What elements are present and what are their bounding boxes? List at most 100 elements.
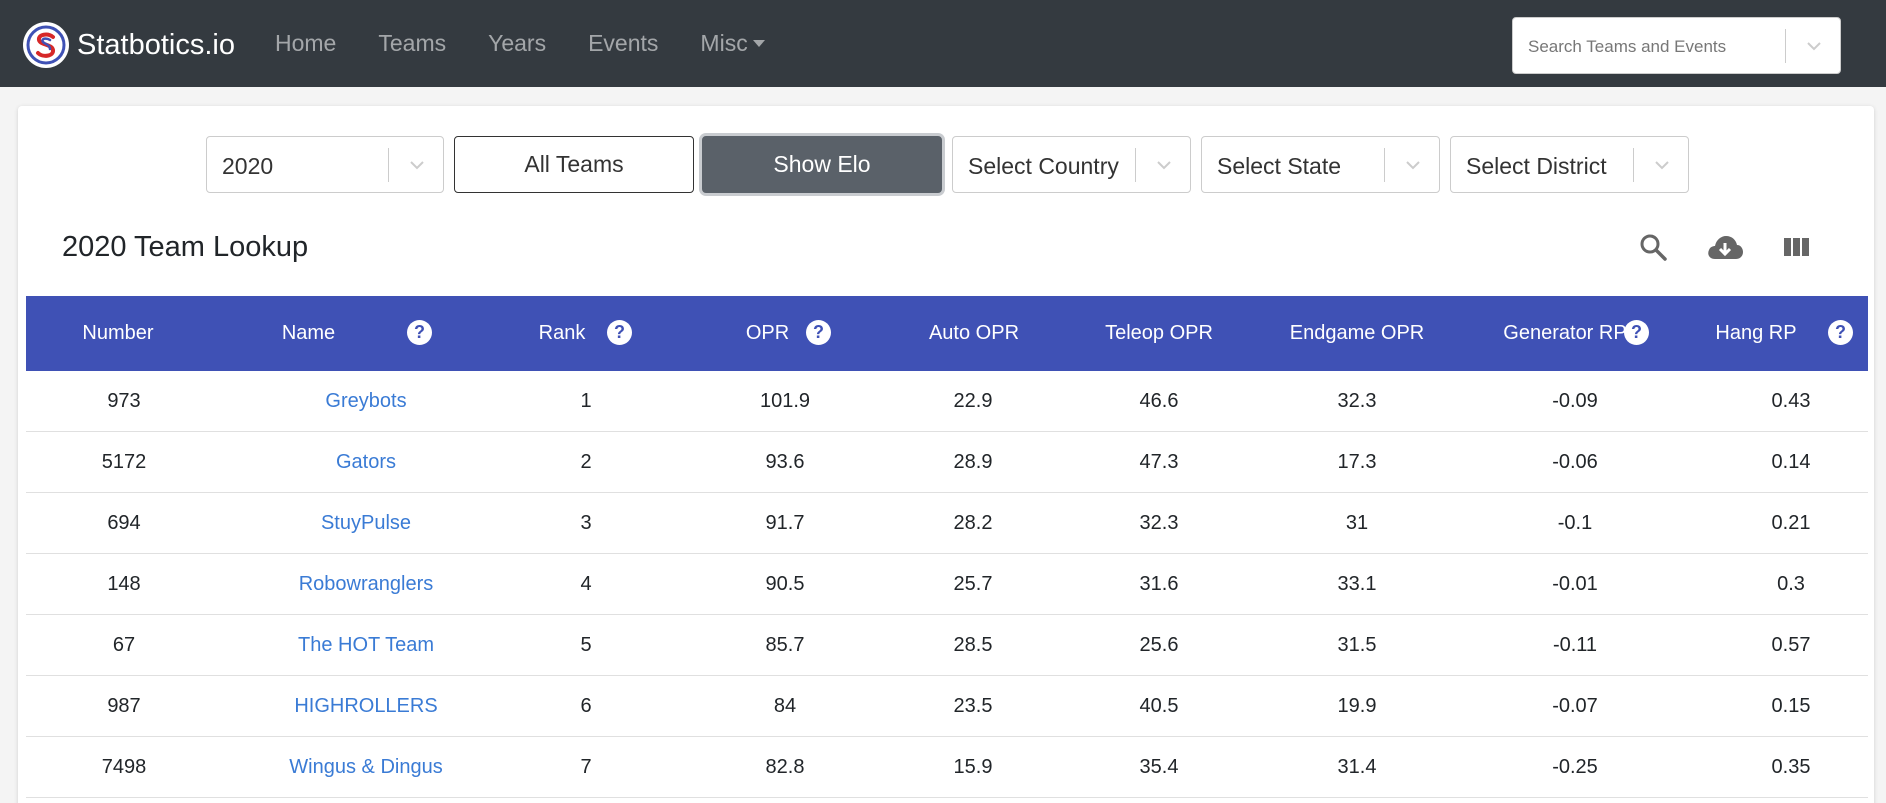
nav-years[interactable]: Years [488, 30, 547, 56]
cell-hang-rp: 0.43 [1771, 390, 1811, 412]
team-name-link[interactable]: The HOT Team [298, 634, 434, 656]
chevron-down-icon[interactable] [1652, 155, 1672, 175]
nav-teams[interactable]: Teams [378, 30, 447, 56]
cell-opr: 93.6 [765, 451, 805, 473]
team-name-link[interactable]: Greybots [325, 390, 407, 412]
year-select-value: 2020 [222, 153, 274, 179]
cell-hang-rp: 0.57 [1771, 634, 1811, 656]
table-row: 7498 Wingus & Dingus 7 82.8 15.9 35.4 31… [26, 737, 1868, 798]
chevron-down-icon[interactable] [407, 155, 427, 175]
cell-endgame-opr: 19.9 [1337, 695, 1377, 717]
show-elo-button[interactable]: Show Elo [702, 136, 942, 193]
cell-teleop-opr: 25.6 [1139, 634, 1179, 656]
team-name-link[interactable]: Gators [335, 451, 397, 473]
cell-generator-rp: -0.09 [1552, 390, 1598, 412]
cell-hang-rp: 0.15 [1771, 695, 1811, 717]
cell-number: 67 [112, 634, 136, 656]
all-teams-button[interactable]: All Teams [454, 136, 694, 193]
cell-endgame-opr: 33.1 [1337, 573, 1377, 595]
column-header-generator-rp[interactable]: Generator RP [1503, 322, 1627, 344]
column-header-rank[interactable]: Rank [538, 322, 586, 344]
cell-hang-rp: 0.21 [1771, 512, 1811, 534]
team-name-link[interactable]: HIGHROLLERS [294, 695, 438, 717]
help-icon-opr[interactable]: ? [806, 320, 831, 345]
cell-rank: 6 [580, 695, 592, 717]
cell-rank: 2 [580, 451, 592, 473]
cell-teleop-opr: 47.3 [1139, 451, 1179, 473]
table-row: 973 Greybots 1 101.9 22.9 46.6 32.3 -0.0… [26, 371, 1868, 432]
team-name-link[interactable]: Robowranglers [298, 573, 434, 595]
column-header-name[interactable]: Name [281, 322, 336, 344]
columns-icon[interactable] [1783, 232, 1811, 262]
select-separator [1384, 148, 1385, 182]
nav-misc-dropdown[interactable]: Misc [700, 30, 765, 57]
table-row: 148 Robowranglers 4 90.5 25.7 31.6 33.1 … [26, 554, 1868, 615]
chevron-down-icon[interactable] [1154, 155, 1174, 175]
cell-hang-rp: 0.3 [1777, 573, 1805, 595]
team-name-link[interactable]: Wingus & Dingus [289, 756, 443, 778]
nav-misc-label: Misc [700, 30, 748, 56]
nav-events[interactable]: Events [588, 30, 659, 56]
chevron-down-icon[interactable] [1403, 155, 1423, 175]
column-header-auto-opr[interactable]: Auto OPR [928, 322, 1020, 344]
cell-opr: 101.9 [759, 390, 811, 412]
cell-opr: 85.7 [765, 634, 805, 656]
column-header-teleop-opr[interactable]: Teleop OPR [1105, 322, 1213, 344]
cell-number: 5172 [101, 451, 147, 473]
select-separator [1135, 148, 1136, 182]
cell-rank: 4 [580, 573, 592, 595]
select-separator [1633, 148, 1634, 182]
cell-auto-opr: 28.2 [953, 512, 993, 534]
column-header-number[interactable]: Number [82, 322, 154, 344]
cell-opr: 82.8 [765, 756, 805, 778]
cell-hang-rp: 0.35 [1771, 756, 1811, 778]
cell-number: 987 [107, 695, 141, 717]
cell-endgame-opr: 32.3 [1337, 390, 1377, 412]
cell-rank: 7 [580, 756, 592, 778]
cell-teleop-opr: 31.6 [1139, 573, 1179, 595]
team-name-link[interactable]: StuyPulse [320, 512, 412, 534]
team-lookup-card [18, 106, 1874, 803]
brand-home-link[interactable]: Statbotics.io [23, 22, 235, 68]
cell-opr: 90.5 [765, 573, 805, 595]
search-placeholder: Search Teams and Events [1528, 37, 1727, 56]
cell-generator-rp: -0.1 [1557, 512, 1593, 534]
state-select[interactable]: Select State [1201, 136, 1440, 193]
table-body: 973 Greybots 1 101.9 22.9 46.6 32.3 -0.0… [26, 371, 1868, 798]
cell-auto-opr: 15.9 [953, 756, 993, 778]
help-icon-generator-rp[interactable]: ? [1624, 320, 1649, 345]
table-row: 694 StuyPulse 3 91.7 28.2 32.3 31 -0.1 0… [26, 493, 1868, 554]
column-header-opr[interactable]: OPR [745, 322, 790, 344]
brand-name: Statbotics.io [77, 28, 235, 61]
table-row: 5172 Gators 2 93.6 28.9 47.3 17.3 -0.06 … [26, 432, 1868, 493]
column-header-hang-rp[interactable]: Hang RP [1715, 322, 1797, 344]
search-teams-events-select[interactable]: Search Teams and Events [1512, 17, 1841, 74]
cell-generator-rp: -0.25 [1552, 756, 1598, 778]
help-icon-hang-rp[interactable]: ? [1828, 320, 1853, 345]
table-row: 67 The HOT Team 5 85.7 28.5 25.6 31.5 -0… [26, 615, 1868, 676]
cell-generator-rp: -0.01 [1552, 573, 1598, 595]
statbotics-logo-icon [23, 22, 69, 68]
cell-teleop-opr: 35.4 [1139, 756, 1179, 778]
chevron-down-icon[interactable] [1804, 36, 1824, 56]
cell-number: 7498 [101, 756, 147, 778]
district-select[interactable]: Select District [1450, 136, 1689, 193]
cell-endgame-opr: 17.3 [1337, 451, 1377, 473]
cell-opr: 84 [773, 695, 797, 717]
year-select[interactable]: 2020 [206, 136, 444, 193]
nav-home[interactable]: Home [275, 30, 337, 56]
cell-auto-opr: 28.5 [953, 634, 993, 656]
cell-number: 148 [107, 573, 141, 595]
page-title: 2020 Team Lookup [62, 231, 309, 263]
help-icon-rank[interactable]: ? [607, 320, 632, 345]
help-icon-name[interactable]: ? [407, 320, 432, 345]
column-header-endgame-opr[interactable]: Endgame OPR [1289, 322, 1425, 344]
caret-down-icon [752, 40, 765, 47]
cell-auto-opr: 22.9 [953, 390, 993, 412]
cell-teleop-opr: 46.6 [1139, 390, 1179, 412]
cell-generator-rp: -0.06 [1552, 451, 1598, 473]
cell-teleop-opr: 40.5 [1139, 695, 1179, 717]
cloud-download-icon[interactable] [1706, 232, 1744, 262]
search-icon[interactable] [1638, 232, 1668, 262]
country-select[interactable]: Select Country [952, 136, 1191, 193]
